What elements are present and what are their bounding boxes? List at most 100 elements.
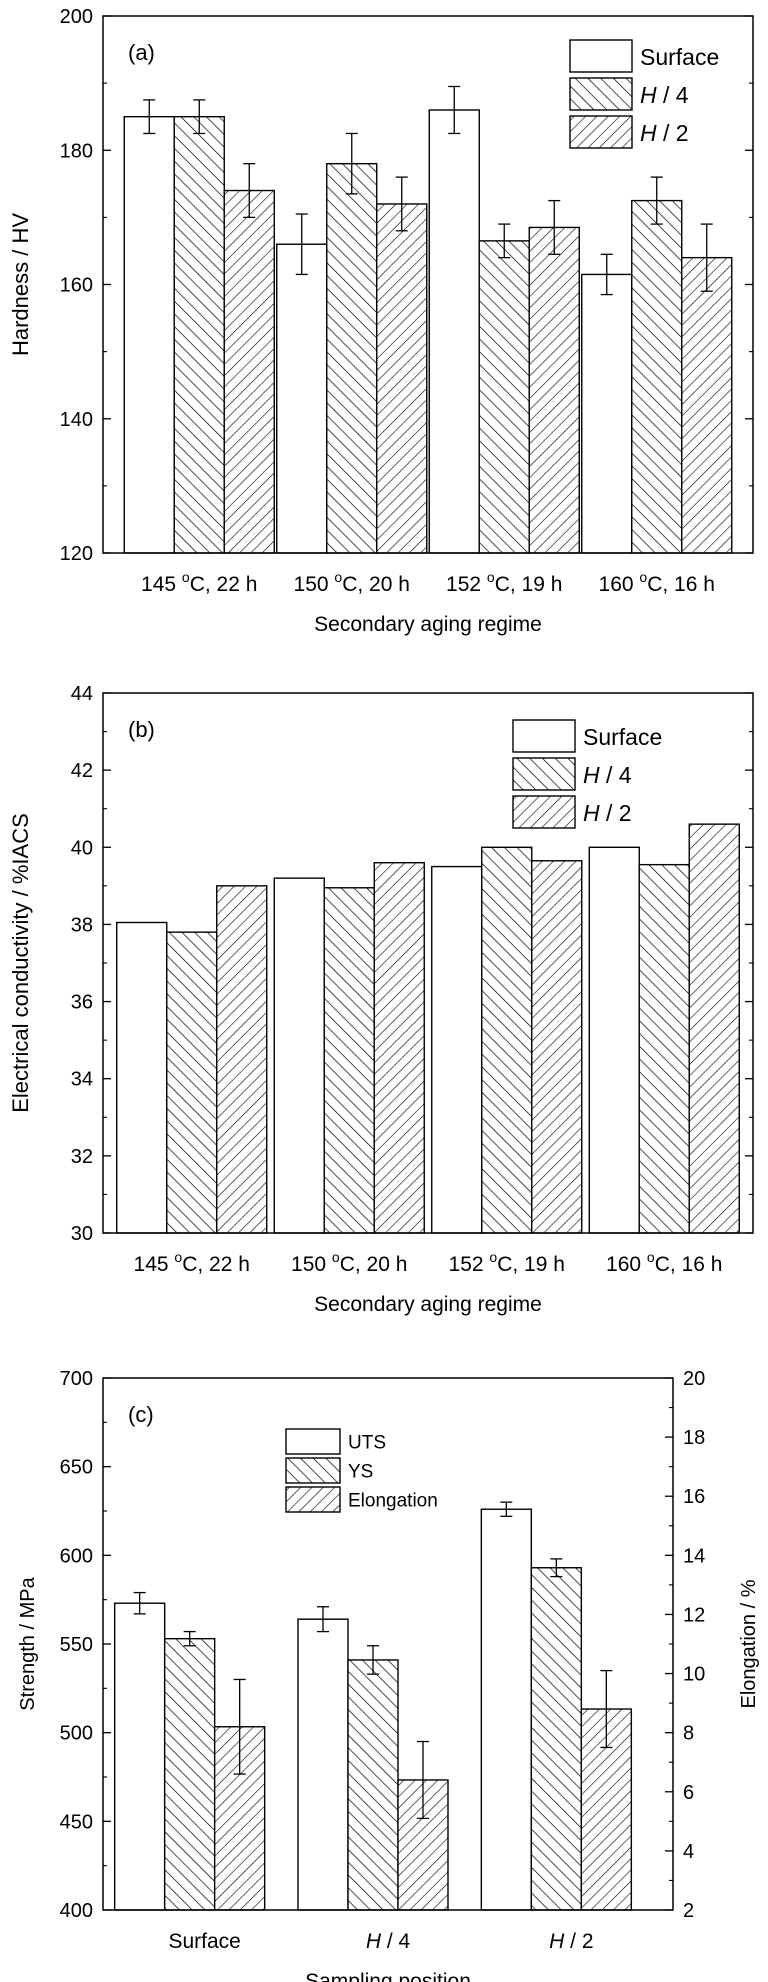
error-bar-a-s2-c0 [243,163,256,219]
bar-c-s0-c0 [113,1602,166,1911]
x-tick-label-a-0: 145 oC, 22 h [141,569,257,596]
error-bar-a-s1-c1 [345,132,358,195]
legend-label-main: / 2 [657,120,689,146]
error-bar-a-s2-c1 [395,176,408,232]
x-tick-label-temp: 150 [291,1253,332,1276]
legend-swatch-a-2 [569,115,633,149]
legend-swatch-a-0 [569,39,633,73]
y-tick-label-b-6: 42 [71,760,93,782]
y2-axis-title: Elongation / % [738,1579,760,1708]
y2-tick-label-9: 20 [683,1368,705,1390]
legend-label-text: YS [348,1462,373,1483]
x-tick-label-main: / 4 [381,1930,411,1953]
y-tick-label-a-2: 160 [60,275,93,297]
legend-label-main: Surface [640,44,719,70]
x-tick-label-a-1: 150 oC, 20 h [294,569,410,596]
y-tick-label-c-6: 700 [60,1368,93,1390]
bar-b-s2-c1 [373,862,425,1234]
legend-swatch-c-0 [285,1428,341,1455]
bar-a-s0-c2 [428,109,480,554]
y2-tick-label-4: 10 [683,1664,705,1686]
bar-a-s1-c1 [326,162,378,554]
legend-c: UTS YS Elongation [285,1428,438,1513]
legend-swatch-b-1 [512,757,576,791]
legend-label-italic: H [583,762,600,788]
y-tick-label-b-4: 38 [71,914,93,936]
x-tick-label-italic: H [366,1930,382,1953]
legend-label-italic: H [640,120,657,146]
y-axis-title-a: Hardness / HV [8,213,33,356]
x-tick-label-b-0: 145 oC, 22 h [134,1249,250,1276]
x-tick-label-unit: C, 22 h [182,1253,250,1276]
legend-label-b-1: H / 4 [583,762,632,788]
degree-mark: o [639,569,647,585]
x-tick-label-temp: 152 [449,1253,490,1276]
panel-label-a: (a) [128,40,155,65]
error-bar-c-s1-c0 [183,1630,196,1647]
error-bar-c-s0-c1 [317,1606,329,1633]
bar-b-s0-c1 [273,877,325,1234]
x-tick-label-unit: C, 22 h [190,573,258,596]
bar-c-s1-c2 [530,1567,583,1911]
y-tick-label-b-5: 40 [71,837,93,859]
y2-tick-label-1: 4 [683,1841,694,1863]
bar-a-s2-c0 [223,189,275,554]
bar-b-s0-c2 [431,865,483,1234]
y-axis-title-b: Electrical conductivity / %IACS [8,813,33,1113]
x-tick-label-temp: 150 [294,573,335,596]
bar-a-s0-c1 [276,243,328,554]
y2-tick-label-5: 12 [683,1604,705,1626]
legend-label-b-2: H / 2 [583,800,632,826]
degree-mark: o [334,569,342,585]
x-tick-label-temp: 160 [606,1253,647,1276]
legend-label-c-0: UTS [348,1433,386,1454]
x-tick-label-italic: H [549,1930,565,1953]
degree-mark: o [487,569,495,585]
bar-c-s1-c1 [347,1659,399,1911]
legend-swatch-b-2 [512,795,576,829]
legend-swatch-c-2 [285,1486,341,1513]
bar-c-s1-c0 [163,1637,216,1911]
legend-label-text: Elongation [348,1491,438,1512]
bar-b-s1-c3 [638,863,690,1234]
y2-tick-label-6: 14 [683,1545,705,1567]
error-bar-a-s0-c2 [448,85,461,135]
error-bar-a-s0-c3 [600,253,613,296]
x-tick-label-unit: C, 20 h [340,1253,408,1276]
bar-b-s2-c3 [688,823,740,1234]
y2-tick-label-2: 6 [683,1782,694,1804]
legend-label-c-1: YS [348,1462,373,1483]
legend-b: Surface H / 4 H / 2 [512,719,662,829]
y-tick-label-c-4: 600 [60,1545,93,1567]
error-bar-c-s2-c2 [600,1669,613,1749]
bar-a-s0-c0 [123,115,175,554]
y-tick-label-a-3: 180 [60,140,93,162]
legend-label-b-0: Surface [583,724,662,750]
panel-label-c: (c) [128,1402,154,1427]
y2-tick-label-3: 8 [683,1723,694,1745]
x-tick-label-c-0: Surface [168,1930,240,1953]
y-tick-label-b-7: 44 [71,683,93,705]
bar-b-s1-c1 [323,887,375,1234]
x-tick-label-main: Surface [168,1930,240,1953]
legend-label-a-2: H / 2 [640,120,689,146]
error-bar-c-s1-c2 [550,1558,563,1578]
error-bar-a-s2-c2 [548,199,561,255]
legend-swatch-b-0 [512,719,576,753]
y-tick-label-a-4: 200 [60,6,93,28]
bar-c-s0-c1 [297,1618,349,1911]
y-tick-label-a-1: 140 [60,409,93,431]
degree-mark: o [489,1249,497,1265]
y-axis-title-c: Strength / MPa [17,1576,39,1710]
chart-panel-c: 400 450 500 550 600 650 700 2 4 6 8 10 12 14 16 18 20 Elo… [17,1368,760,1982]
y-tick-label-c-3: 550 [60,1634,93,1656]
x-tick-label-c-1: H / 4 [366,1930,411,1953]
x-tick-label-c-2: H / 2 [549,1930,593,1953]
error-bar-a-s1-c3 [650,176,663,225]
x-tick-label-temp: 145 [134,1253,175,1276]
legend-swatch-a-1 [569,77,633,111]
bar-b-s0-c3 [588,846,640,1234]
error-bar-c-s0-c0 [133,1591,146,1615]
legend-label-main: / 4 [600,762,632,788]
